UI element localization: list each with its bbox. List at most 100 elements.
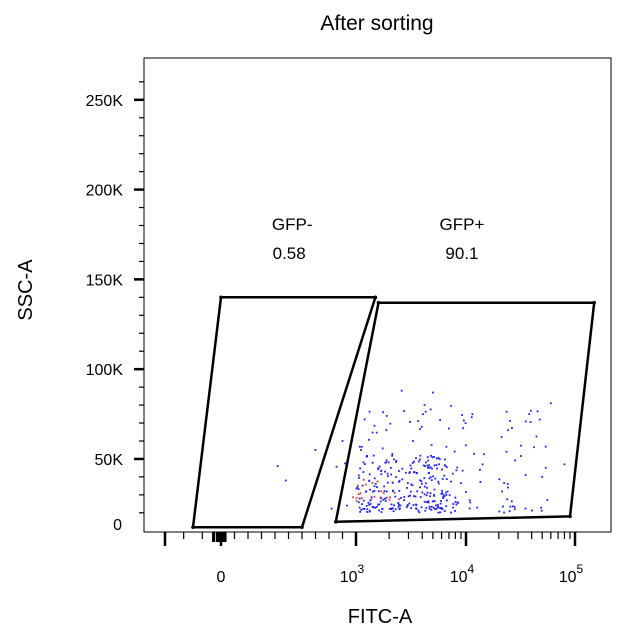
event-dot: [383, 497, 386, 500]
event-dot: [407, 482, 409, 484]
event-dot: [431, 467, 433, 470]
gate-vertex[interactable]: [191, 525, 195, 529]
event-dot: [379, 496, 382, 499]
event-dot: [546, 499, 549, 501]
event-dot: [445, 445, 448, 448]
event-dot: [441, 489, 443, 492]
event-dot: [451, 472, 454, 475]
event-dot: [520, 444, 522, 447]
event-dot: [423, 485, 426, 488]
event-dot: [382, 498, 385, 501]
event-dot: [498, 478, 501, 481]
event-dot: [355, 500, 358, 502]
event-dot: [464, 422, 467, 425]
event-dot: [456, 466, 459, 469]
event-dot: [437, 511, 440, 514]
event-dot: [368, 438, 370, 441]
event-dot: [520, 455, 522, 457]
event-dot: [415, 457, 417, 459]
event-dot: [435, 504, 437, 507]
event-dot: [380, 473, 383, 476]
event-dot: [389, 422, 392, 425]
event-dot: [357, 488, 360, 491]
event-dot: [473, 452, 476, 455]
event-dot: [509, 420, 511, 422]
event-dot: [384, 500, 387, 502]
event-dot: [535, 435, 538, 438]
event-dot: [341, 440, 344, 442]
event-dot: [378, 465, 381, 468]
event-dot: [437, 480, 440, 483]
event-dot: [503, 511, 505, 514]
event-dot: [397, 502, 400, 505]
event-dot: [381, 447, 384, 450]
event-dot: [540, 506, 543, 509]
event-dot: [403, 499, 405, 502]
event-dot: [398, 508, 401, 511]
event-dot: [524, 474, 527, 477]
event-dot: [373, 485, 376, 488]
gate-percent: 0.58: [273, 244, 306, 263]
event-dot: [380, 511, 383, 513]
event-dot: [425, 501, 428, 504]
event-dot: [335, 465, 338, 468]
event-dot: [450, 511, 452, 514]
event-dot: [528, 413, 531, 415]
event-dot: [420, 480, 423, 483]
event-dot: [388, 507, 391, 510]
event-dot: [445, 466, 448, 469]
gate-vertex[interactable]: [219, 295, 223, 300]
event-dot: [362, 461, 365, 464]
event-dot: [385, 490, 388, 493]
event-dot: [371, 506, 374, 508]
event-dot: [481, 463, 484, 466]
event-dot: [382, 411, 385, 414]
event-dot: [361, 484, 364, 487]
event-dot: [428, 464, 430, 467]
event-dot: [455, 469, 458, 472]
event-dot: [386, 472, 389, 475]
x-tick-label: 105: [559, 562, 584, 586]
gate-vertex[interactable]: [376, 300, 381, 305]
event-dot: [432, 475, 434, 478]
event-dot: [502, 505, 504, 508]
gate-vertex[interactable]: [373, 295, 378, 300]
event-dot: [427, 459, 430, 462]
event-dot: [383, 490, 386, 492]
x-tick-label: 0: [217, 569, 226, 586]
gate-gfp-positive[interactable]: [334, 301, 596, 524]
y-tick-label: 250K: [86, 93, 124, 110]
event-dot: [506, 498, 509, 501]
event-dot: [461, 469, 464, 472]
event-dot: [438, 458, 441, 461]
event-dot: [363, 507, 366, 510]
event-dot: [461, 414, 463, 416]
event-dot: [448, 494, 451, 496]
event-dot: [431, 500, 434, 503]
gate-vertex[interactable]: [592, 300, 596, 305]
event-dot: [444, 465, 447, 467]
event-dot: [373, 477, 376, 480]
event-dot: [505, 450, 508, 453]
event-dot: [390, 508, 393, 511]
event-dot: [398, 490, 401, 492]
event-dot: [368, 479, 371, 482]
event-dot: [394, 495, 397, 498]
event-dot: [441, 492, 444, 494]
gate-vertex[interactable]: [333, 519, 338, 524]
event-dot: [442, 493, 445, 496]
gate-vertex[interactable]: [568, 514, 572, 519]
event-dot: [410, 507, 413, 509]
event-dot: [428, 507, 431, 510]
event-dot: [365, 490, 368, 493]
event-dot: [397, 505, 400, 508]
gate-vertex[interactable]: [300, 525, 304, 529]
event-dot: [419, 428, 421, 431]
gate-gfp-negative[interactable]: [191, 296, 377, 529]
event-dot: [425, 461, 427, 464]
event-dot: [538, 418, 541, 421]
event-dot: [462, 427, 464, 430]
event-dot: [362, 507, 365, 510]
event-dot: [393, 458, 395, 461]
event-dot: [364, 483, 367, 486]
